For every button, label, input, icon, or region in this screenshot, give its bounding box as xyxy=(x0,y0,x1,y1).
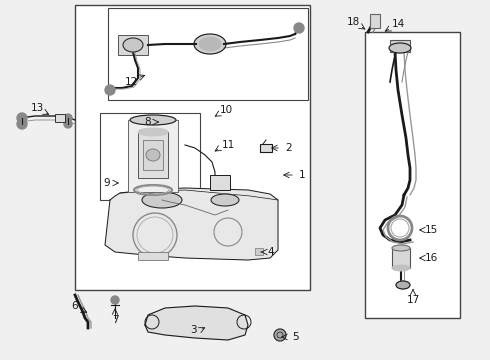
Text: 1: 1 xyxy=(299,170,305,180)
Text: 6: 6 xyxy=(72,301,78,311)
Bar xyxy=(100,113,200,200)
Bar xyxy=(260,144,272,152)
Ellipse shape xyxy=(211,194,239,206)
Bar xyxy=(128,120,178,192)
Circle shape xyxy=(17,119,27,129)
Bar xyxy=(392,248,410,268)
Circle shape xyxy=(294,23,304,33)
Text: 16: 16 xyxy=(424,253,438,263)
Text: 11: 11 xyxy=(221,140,235,150)
Bar xyxy=(255,248,263,255)
Ellipse shape xyxy=(389,43,411,53)
Bar xyxy=(108,8,308,100)
Bar xyxy=(370,14,380,28)
Ellipse shape xyxy=(146,149,160,161)
Bar xyxy=(365,32,460,318)
Ellipse shape xyxy=(130,115,176,125)
Text: 8: 8 xyxy=(145,117,151,127)
Bar xyxy=(390,40,410,52)
Circle shape xyxy=(111,296,119,304)
Ellipse shape xyxy=(396,281,410,289)
Text: 3: 3 xyxy=(190,325,196,335)
Text: 5: 5 xyxy=(292,332,298,342)
Ellipse shape xyxy=(392,245,410,251)
Bar xyxy=(210,175,230,190)
Bar xyxy=(143,140,163,170)
Ellipse shape xyxy=(142,192,182,208)
Text: 12: 12 xyxy=(124,77,138,87)
Text: 18: 18 xyxy=(346,17,360,27)
Circle shape xyxy=(105,85,115,95)
Polygon shape xyxy=(145,306,248,340)
Bar xyxy=(55,114,65,122)
Text: 13: 13 xyxy=(30,103,44,113)
Circle shape xyxy=(17,113,27,123)
Text: 17: 17 xyxy=(406,295,419,305)
Text: 14: 14 xyxy=(392,19,405,29)
Bar xyxy=(75,5,310,290)
Text: 7: 7 xyxy=(112,315,118,325)
Circle shape xyxy=(64,120,72,128)
Bar xyxy=(138,132,168,178)
Ellipse shape xyxy=(138,128,168,136)
Text: 9: 9 xyxy=(104,178,110,188)
Ellipse shape xyxy=(199,37,221,51)
Bar xyxy=(118,35,148,55)
Circle shape xyxy=(274,329,286,341)
Circle shape xyxy=(64,114,72,122)
Bar xyxy=(138,252,168,260)
Ellipse shape xyxy=(194,34,226,54)
Ellipse shape xyxy=(123,38,143,52)
Text: 2: 2 xyxy=(286,143,293,153)
Ellipse shape xyxy=(392,265,410,271)
Text: 15: 15 xyxy=(424,225,438,235)
Polygon shape xyxy=(105,188,278,260)
Text: 4: 4 xyxy=(268,247,274,257)
Text: 10: 10 xyxy=(220,105,233,115)
